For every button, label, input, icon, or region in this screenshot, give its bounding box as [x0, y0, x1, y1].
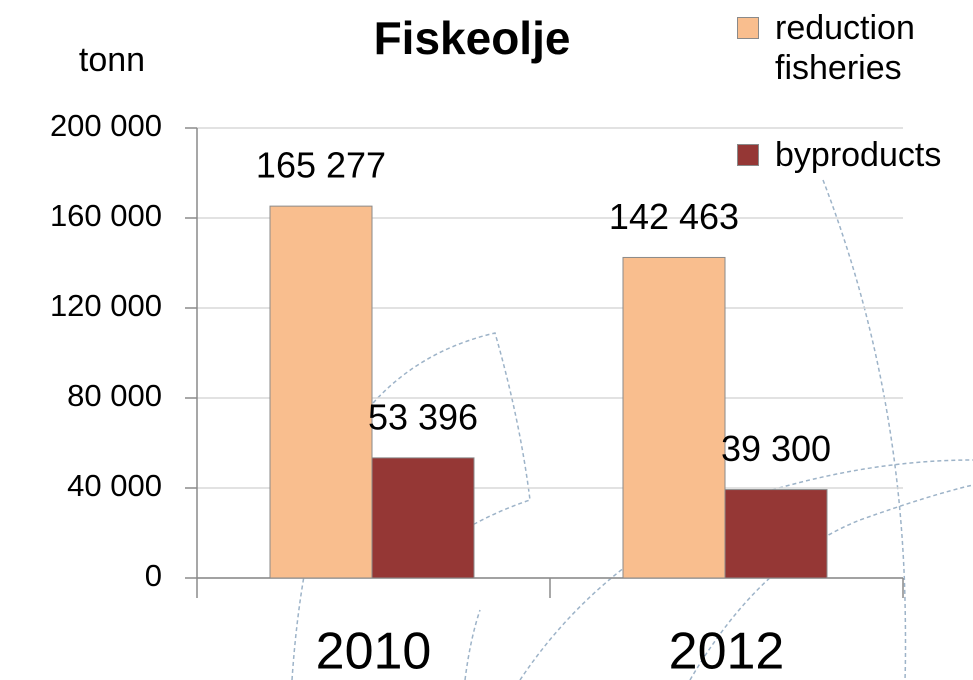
- decor-curve: [689, 484, 973, 680]
- value-label: 53 396: [368, 396, 478, 437]
- value-label: 142 463: [609, 196, 739, 237]
- bar: [724, 489, 828, 579]
- y-axis-label: tonn: [79, 41, 145, 79]
- decor-curve: [822, 179, 907, 680]
- value-label: 39 300: [721, 428, 831, 469]
- legend-swatch: [737, 17, 759, 39]
- bar: [371, 457, 475, 579]
- legend-label: reduction fisheries: [775, 9, 915, 87]
- legend-label: byproducts: [775, 136, 942, 174]
- y-tick-label: 80 000: [67, 378, 162, 413]
- bar: [269, 205, 373, 579]
- x-tick-label: 2010: [316, 623, 432, 680]
- y-tick-label: 160 000: [50, 198, 162, 233]
- legend-swatch: [737, 144, 759, 166]
- decor-curve: [291, 332, 531, 680]
- decor-curve: [464, 609, 481, 680]
- x-tick-label: 2012: [669, 623, 785, 680]
- y-tick-label: 0: [145, 558, 162, 593]
- value-label: 165 277: [256, 145, 386, 186]
- chart-title: Fiskeolje: [374, 12, 571, 64]
- y-tick-label: 120 000: [50, 288, 162, 323]
- bar: [622, 256, 726, 579]
- y-tick-label: 200 000: [50, 108, 162, 143]
- y-tick-label: 40 000: [67, 468, 162, 503]
